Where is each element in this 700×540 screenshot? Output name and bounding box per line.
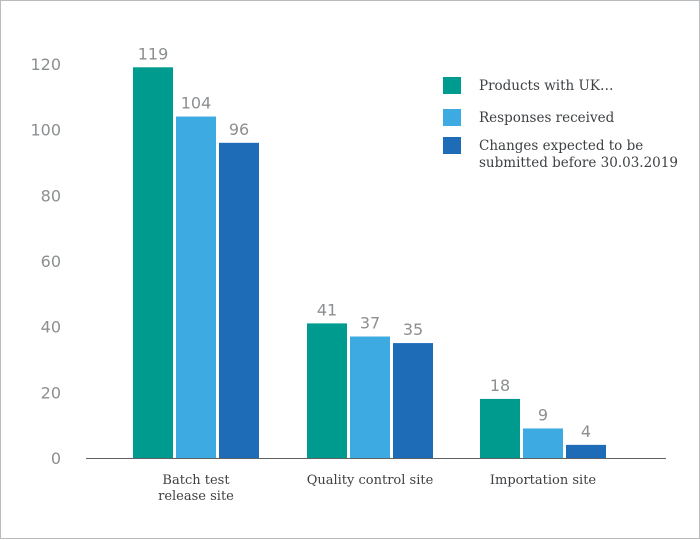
bar xyxy=(566,444,606,458)
bar xyxy=(523,428,563,458)
x-tick-label: Batch test xyxy=(162,473,230,488)
data-label: 9 xyxy=(538,405,548,424)
data-label: 96 xyxy=(229,120,249,139)
legend-label: submitted before 30.03.2019 xyxy=(479,155,678,171)
y-tick-label: 0 xyxy=(51,449,61,468)
y-tick-label: 80 xyxy=(41,186,61,205)
bar xyxy=(393,343,433,458)
y-tick-label: 60 xyxy=(41,252,61,271)
y-tick-label: 120 xyxy=(30,55,61,74)
bar xyxy=(176,116,216,459)
data-label: 37 xyxy=(360,314,380,333)
data-label: 35 xyxy=(403,320,423,339)
legend-label: Changes expected to be xyxy=(479,138,643,154)
data-label: 18 xyxy=(490,376,510,395)
legend-label: Responses received xyxy=(479,110,615,126)
bar xyxy=(133,67,173,459)
bar xyxy=(350,336,390,458)
y-axis: 0 20 40 60 80 100 120 xyxy=(30,55,61,468)
bars: 119 104 96 41 37 35 18 9 4 xyxy=(133,44,606,459)
x-tick-label: Quality control site xyxy=(307,473,434,488)
data-label: 104 xyxy=(181,94,212,113)
data-label: 119 xyxy=(138,44,169,63)
bar xyxy=(307,323,347,458)
legend-label: Products with UK… xyxy=(479,78,613,94)
data-label: 4 xyxy=(581,422,591,441)
bar xyxy=(480,398,520,458)
y-tick-label: 20 xyxy=(41,383,61,402)
y-tick-label: 40 xyxy=(41,318,61,337)
legend-swatch xyxy=(443,77,461,94)
legend-swatch xyxy=(443,109,461,126)
data-label: 41 xyxy=(317,300,337,319)
x-tick-label: release site xyxy=(158,489,234,504)
bar xyxy=(219,142,259,459)
y-tick-label: 100 xyxy=(30,121,61,140)
legend: Products with UK… Responses received Chang… xyxy=(443,77,678,171)
legend-swatch xyxy=(443,137,461,154)
x-tick-label: Importation site xyxy=(490,473,597,488)
